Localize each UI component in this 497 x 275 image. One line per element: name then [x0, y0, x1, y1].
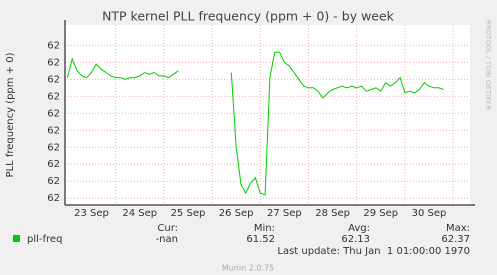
x-tick-label: 25 Sep — [171, 208, 206, 219]
x-tick-label: 24 Sep — [122, 208, 157, 219]
x-tick-label: 29 Sep — [363, 208, 398, 219]
last-update: Last update: Thu Jan 1 01:00:00 1970 — [277, 246, 470, 257]
chart-title: NTP kernel PLL frequency (ppm + 0) - by … — [102, 9, 395, 24]
footer: Munin 2.0.75 — [222, 264, 274, 273]
legend-cur: -nan — [156, 234, 178, 245]
y-axis-label: PLL frequency (ppm + 0) — [5, 52, 16, 177]
y-tick-label: 62 — [47, 74, 60, 85]
y-tick-label: 62 — [47, 142, 60, 153]
side-text: RRDTOOL / TOBI OETIKER — [484, 20, 492, 110]
legend-avg-label: Avg: — [348, 223, 370, 234]
y-tick-label: 62 — [47, 125, 60, 136]
y-tick-label: 62 — [47, 40, 60, 51]
x-tick-label: 26 Sep — [219, 208, 254, 219]
legend-cur-label: Cur: — [157, 223, 178, 234]
legend-min: 61.52 — [246, 234, 275, 245]
x-tick-label: 27 Sep — [267, 208, 302, 219]
y-tick-label: 62 — [47, 57, 60, 68]
legend-min-label: Min: — [254, 223, 275, 234]
legend-max: 62.37 — [441, 234, 470, 245]
data-line — [66, 51, 444, 196]
legend-swatch — [13, 235, 20, 242]
y-tick-label: 62 — [47, 193, 60, 204]
y-tick-label: 62 — [47, 91, 60, 102]
legend-max-label: Max: — [446, 223, 470, 234]
y-tick-label: 62 — [47, 108, 60, 119]
y-tick-label: 62 — [47, 176, 60, 187]
x-tick-label: 30 Sep — [412, 208, 447, 219]
x-tick-label: 28 Sep — [315, 208, 350, 219]
plot-area — [65, 25, 470, 205]
x-tick-label: 23 Sep — [74, 208, 109, 219]
legend-avg: 62.13 — [341, 234, 370, 245]
legend-name: pll-freq — [27, 234, 62, 245]
y-tick-label: 62 — [47, 159, 60, 170]
